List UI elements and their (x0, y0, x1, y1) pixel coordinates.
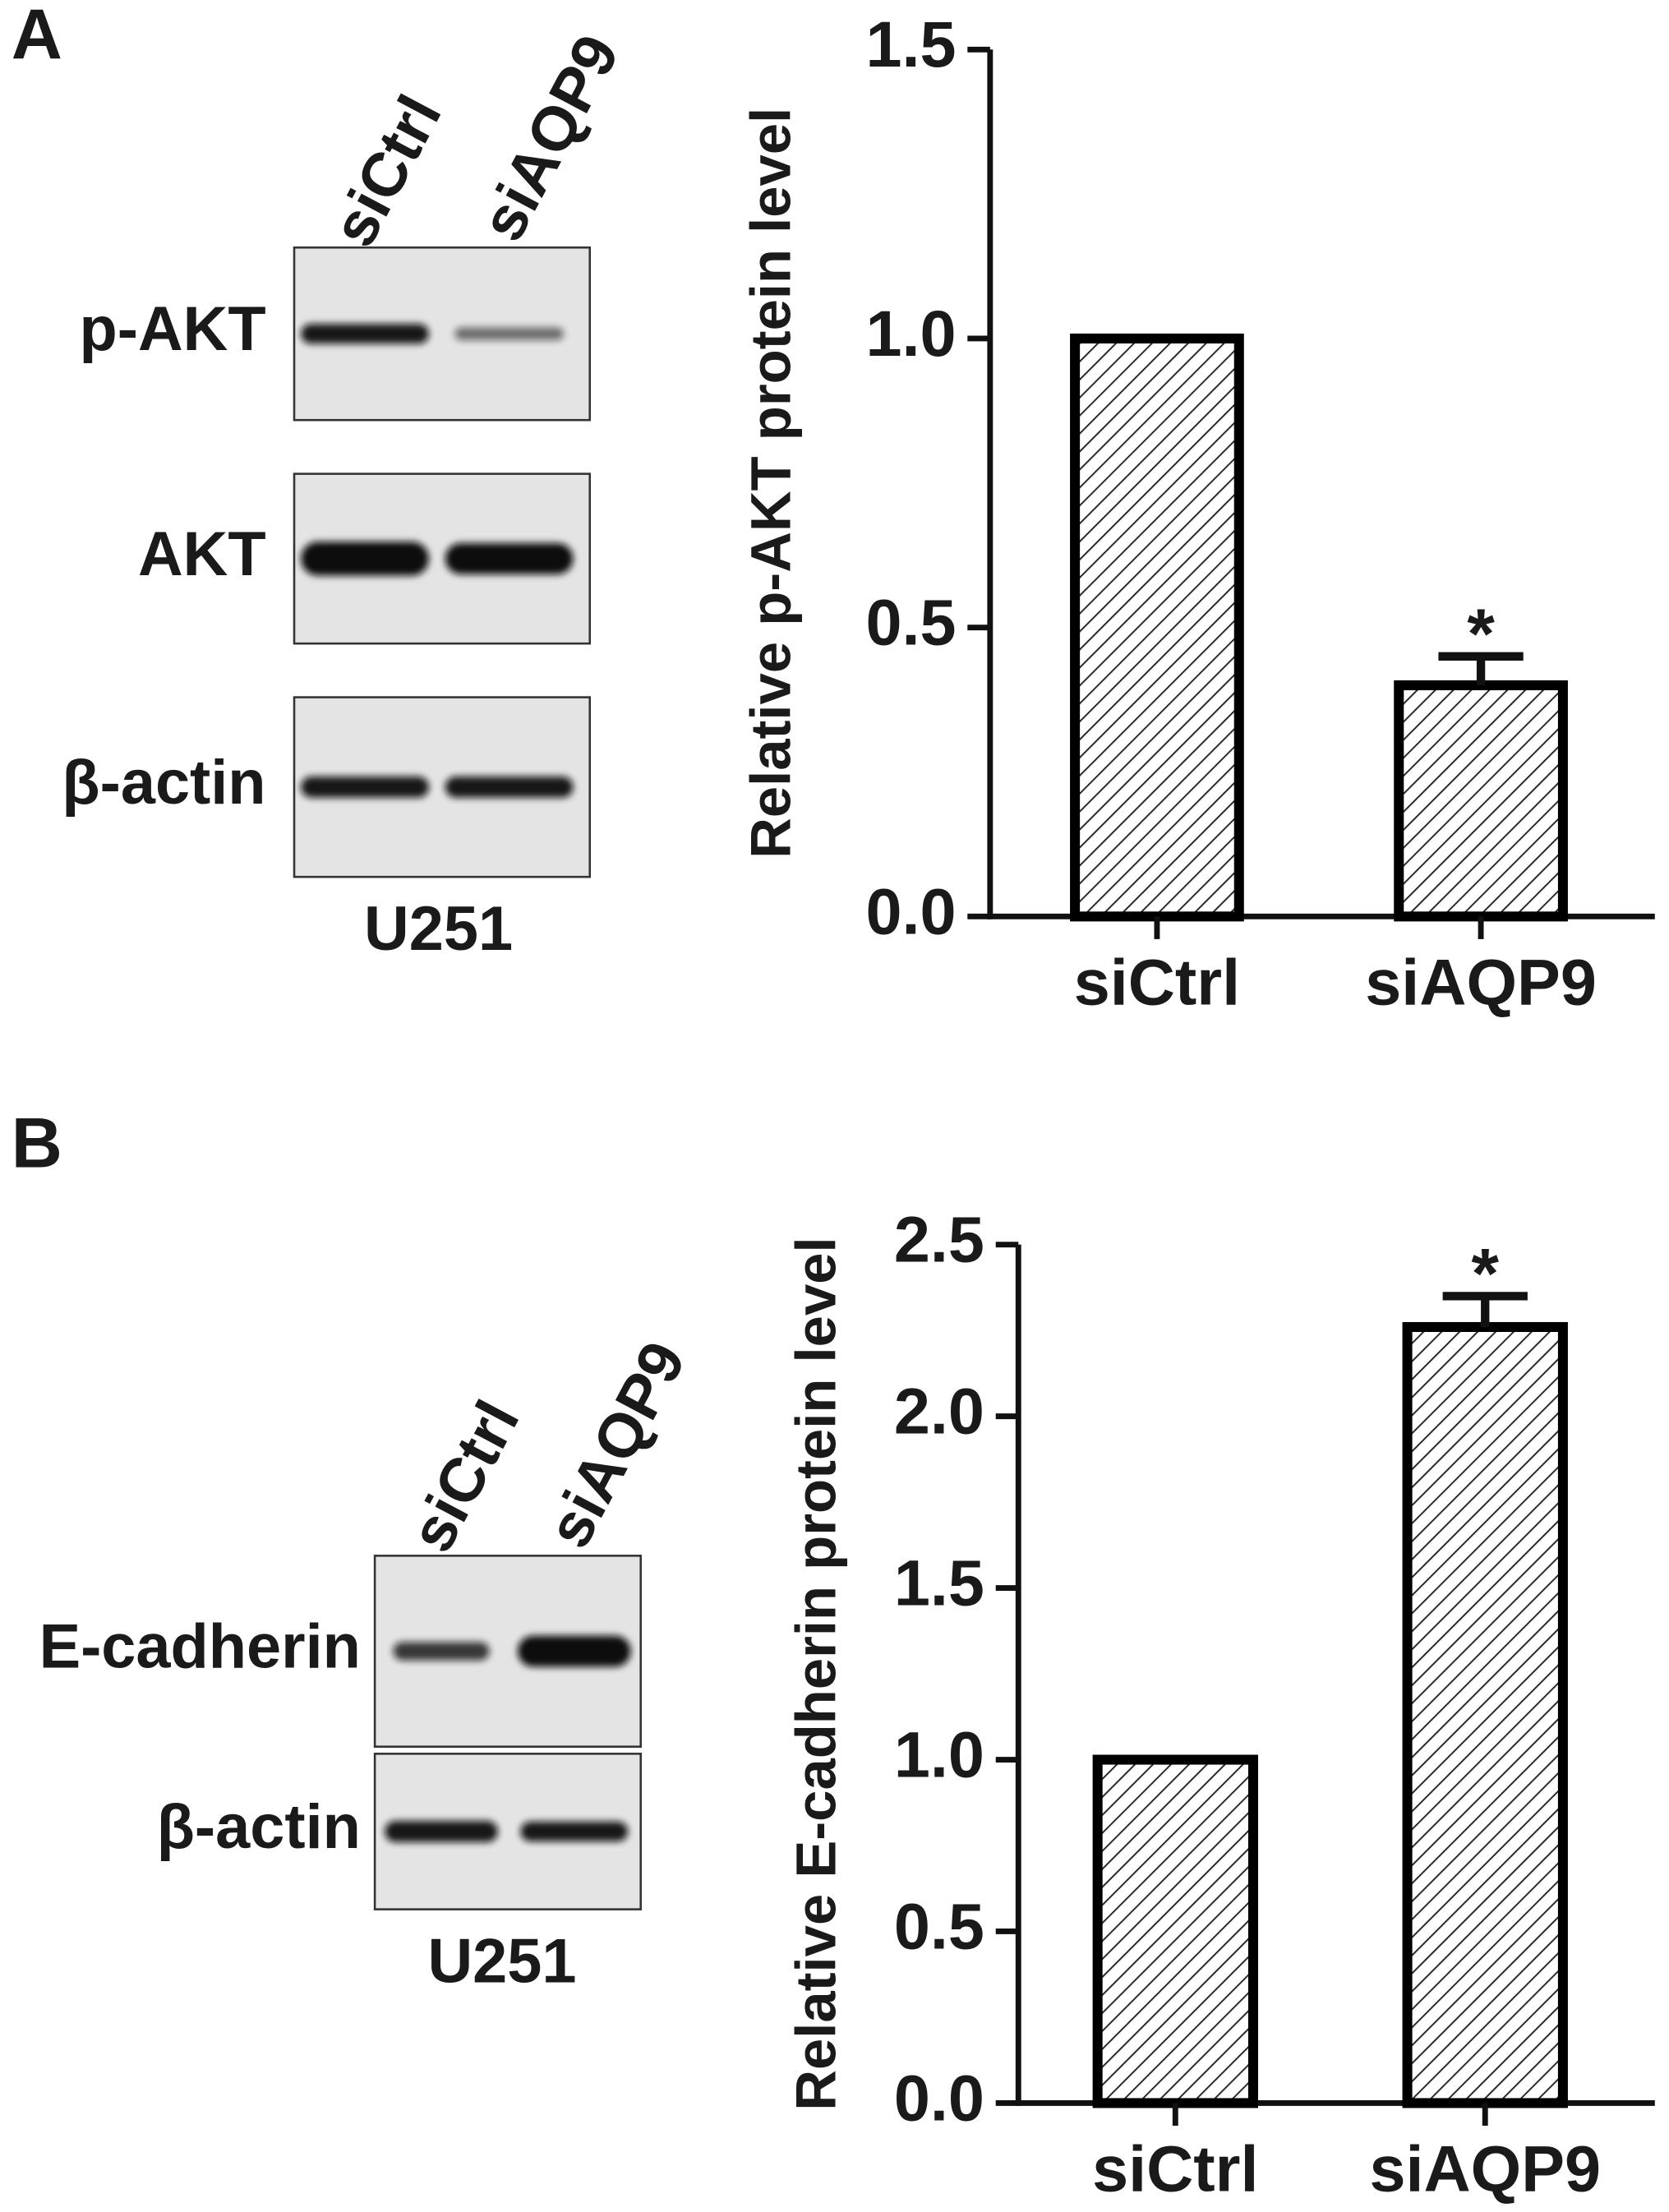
blot-band (301, 541, 429, 576)
lane-label: siAQP9 (534, 1330, 699, 1559)
row-label: β-actin (62, 748, 265, 818)
y-tick-label: 0.0 (865, 874, 956, 947)
x-tick-label: siAQP9 (1365, 945, 1597, 1018)
significance-mark: * (1467, 595, 1495, 674)
bar (1394, 680, 1568, 922)
blot-band (517, 1635, 631, 1667)
panel-letter: B (12, 1104, 62, 1182)
y-tick-label: 0.0 (894, 2061, 984, 2134)
x-tick-label: siCtrl (1074, 945, 1240, 1018)
y-tick-label: 2.0 (894, 1375, 984, 1448)
row-label: p-AKT (79, 294, 265, 364)
y-tick-label: 1.5 (894, 1546, 984, 1619)
row-label: β-actin (157, 1792, 361, 1862)
cell-line-label: U251 (364, 894, 513, 964)
bar (1070, 333, 1244, 922)
significance-mark: * (1471, 1234, 1499, 1313)
x-tick-label: siAQP9 (1369, 2131, 1601, 2205)
x-tick-label: siCtrl (1092, 2131, 1258, 2205)
bar (1402, 1321, 1568, 2108)
y-tick-label: 1.0 (894, 1717, 984, 1790)
y-axis-label: Relative p-AKT protein level (739, 108, 802, 859)
y-tick-label: 0.5 (865, 586, 956, 659)
lane-label: siAQP9 (468, 24, 633, 252)
y-tick-label: 1.0 (865, 297, 956, 370)
lane-label: siCtrl (397, 1389, 533, 1563)
y-axis-label: Relative E-cadherin protein level (784, 1237, 847, 2110)
y-tick-label: 0.5 (894, 1889, 984, 1962)
panel-letter: A (12, 0, 62, 74)
lane-label: siCtrl (319, 85, 455, 258)
bar (1092, 1754, 1258, 2108)
y-tick-label: 1.5 (865, 7, 956, 81)
y-tick-label: 2.5 (894, 1203, 984, 1276)
blot-band (445, 776, 574, 798)
row-label: AKT (138, 519, 266, 589)
blot-band (301, 324, 429, 344)
blot-band (393, 1642, 490, 1661)
row-label: E-cadherin (39, 1612, 361, 1682)
cell-line-label: U251 (428, 1926, 577, 1996)
blot-band (520, 1821, 629, 1842)
blot-band (445, 542, 574, 574)
blot-band (301, 776, 429, 798)
blot-band (454, 327, 564, 340)
blot-band (385, 1821, 498, 1842)
